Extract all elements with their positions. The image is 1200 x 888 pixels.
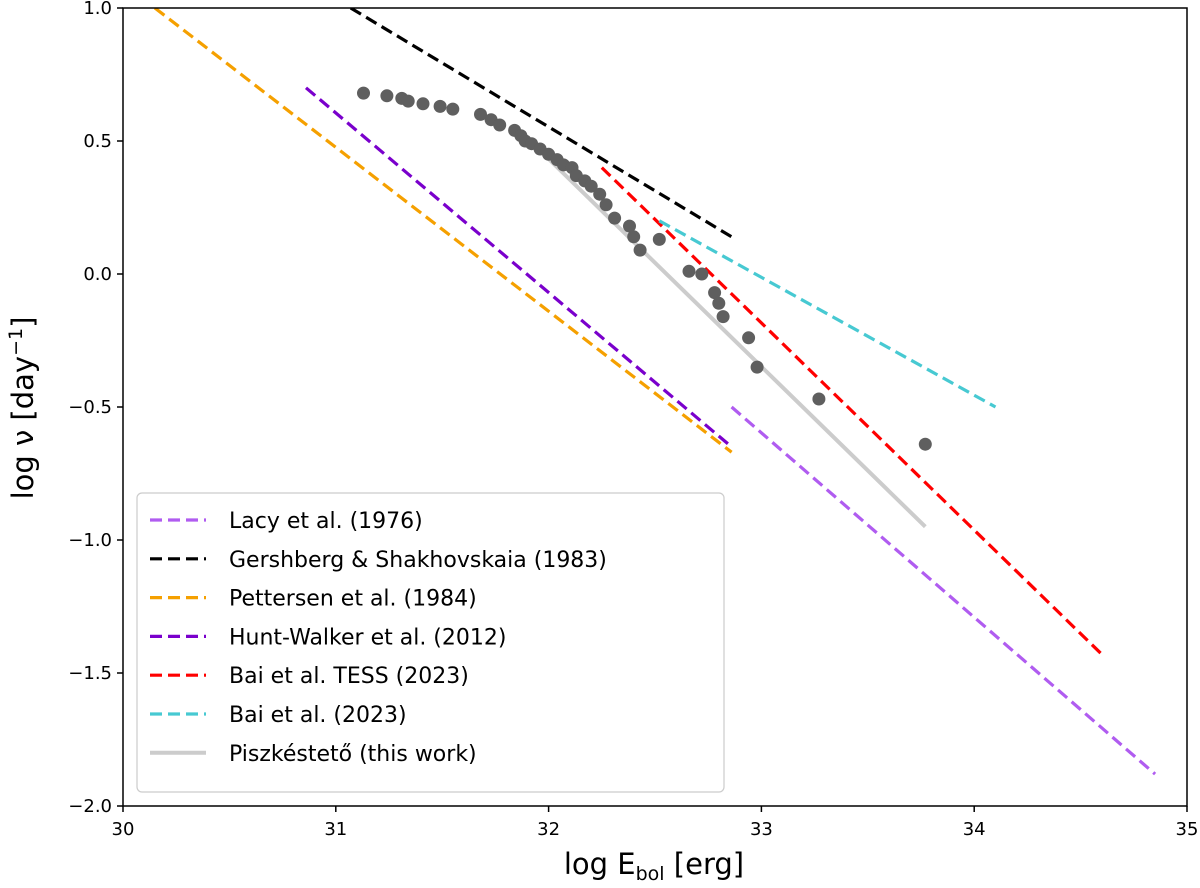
- data-point: [812, 392, 826, 406]
- data-point: [633, 243, 647, 257]
- legend-label: Pettersen et al. (1984): [229, 587, 477, 612]
- data-point: [708, 286, 722, 300]
- y-tick-label: −1.0: [68, 530, 112, 551]
- data-point: [493, 118, 507, 132]
- y-tick-label: 0.5: [83, 131, 112, 152]
- legend-item-bai-et-al-2023: Bai et al. (2023): [150, 703, 407, 728]
- y-tick-label: −1.5: [68, 663, 112, 684]
- data-point: [712, 296, 726, 310]
- legend-item-lacy-et-al-1976: Lacy et al. (1976): [150, 509, 423, 534]
- data-point: [446, 102, 460, 116]
- legend-item-bai-et-al-tess-2023: Bai et al. TESS (2023): [150, 664, 469, 689]
- y-tick-label: 0.0: [83, 264, 112, 285]
- legend-item-piszk-stet-this-work: Piszkéstető (this work): [150, 742, 477, 767]
- data-point: [416, 97, 430, 111]
- data-point: [742, 331, 756, 345]
- legend-label: Hunt-Walker et al. (2012): [229, 625, 506, 650]
- series-line-gershberg-shakhovskaia-1983: [349, 8, 733, 239]
- data-point: [623, 219, 636, 233]
- x-tick-label: 30: [112, 819, 135, 840]
- axes-layer: 30 31 32 33 34 35 1.0 0.5 0.0 −0.5 −1.0 −1.5 −2.0: [68, 0, 1198, 840]
- data-point: [750, 360, 764, 374]
- series-line-pettersen-et-al-1984: [153, 8, 733, 454]
- data-point: [401, 94, 415, 108]
- y-tick-label: −2.0: [68, 796, 112, 817]
- legend-label: Lacy et al. (1976): [229, 509, 423, 534]
- series-line-piszk-stet-this-work: [515, 126, 927, 529]
- legend-label: Bai et al. (2023): [229, 703, 407, 728]
- x-tick-label: 32: [537, 819, 560, 840]
- series-line-bai-et-al-2023: [658, 219, 997, 409]
- y-tick-label: 1.0: [83, 0, 112, 19]
- legend-label: Bai et al. TESS (2023): [229, 664, 469, 689]
- x-tick-label: 31: [324, 819, 347, 840]
- data-point: [716, 310, 730, 324]
- data-point: [608, 211, 622, 225]
- data-point: [380, 89, 394, 103]
- x-tick-label: 35: [1176, 819, 1199, 840]
- y-tick-label: −0.5: [68, 397, 112, 418]
- legend: Lacy et al. (1976) Gershberg & Shakhovska…: [136, 492, 725, 793]
- x-tick-label: 34: [963, 819, 986, 840]
- legend-box: [136, 492, 725, 793]
- points-layer: [357, 86, 932, 451]
- legend-item-gershberg-shakhovskaia-1983: Gershberg & Shakhovskaia (1983): [150, 548, 607, 573]
- x-tick-label: 33: [750, 819, 773, 840]
- data-point: [474, 107, 487, 121]
- series-line-bai-et-al-tess-2023: [600, 166, 1104, 656]
- data-point: [584, 179, 598, 193]
- data-point: [695, 267, 709, 281]
- y-axis-label: log ν [day−1]: [5, 317, 40, 500]
- legend-item-pettersen-et-al-1984: Pettersen et al. (1984): [150, 587, 477, 612]
- data-point: [682, 264, 696, 278]
- data-point: [599, 198, 613, 212]
- data-point: [918, 437, 932, 451]
- legend-label: Gershberg & Shakhovskaia (1983): [229, 548, 607, 573]
- x-axis-label: log Ebol [erg]: [564, 847, 744, 885]
- data-point: [593, 187, 607, 201]
- data-point: [627, 230, 641, 244]
- data-point: [652, 232, 666, 246]
- series-line-lacy-et-al-1976: [730, 405, 1157, 776]
- series-line-hunt-walker-et-al-2012: [304, 86, 733, 449]
- series-layer: [153, 8, 1157, 776]
- data-point: [357, 86, 370, 100]
- legend-label: Piszkéstető (this work): [229, 742, 477, 767]
- legend-item-hunt-walker-et-al-2012: Hunt-Walker et al. (2012): [150, 625, 506, 650]
- data-point: [433, 99, 447, 113]
